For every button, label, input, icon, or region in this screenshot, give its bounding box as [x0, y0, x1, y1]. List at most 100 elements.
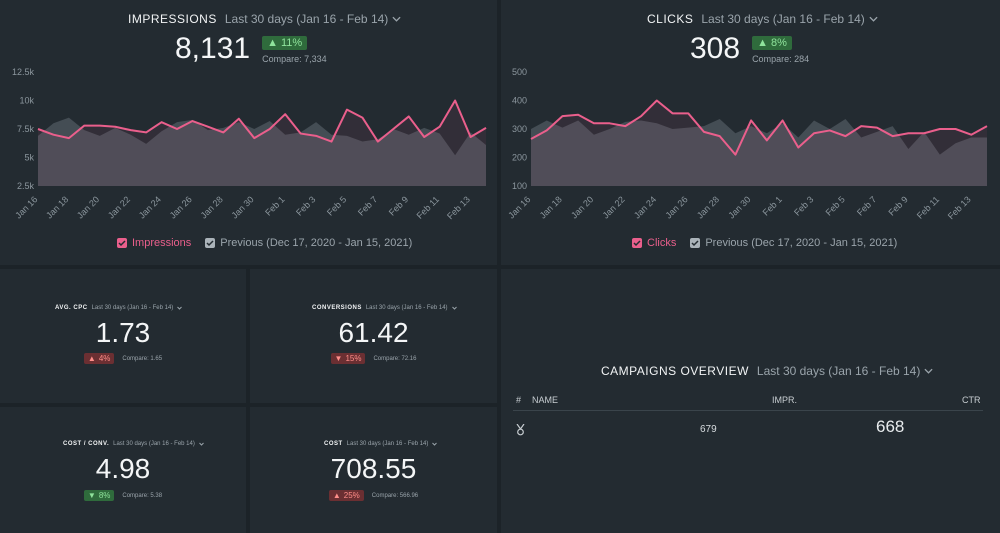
chevron-down-icon	[177, 306, 183, 310]
y-tick-label: 10k	[19, 96, 34, 106]
conversions-value: 61.42	[338, 317, 409, 348]
x-tick-label: Jan 28	[199, 194, 225, 220]
impressions-summary: 8,131 ▲ 11% Compare: 7,334	[175, 32, 327, 65]
x-tick-label: Feb 11	[915, 194, 941, 220]
legend-clicks[interactable]: Clicks	[632, 237, 676, 249]
conversions-header: CONVERSIONS Last 30 days (Jan 16 - Feb 1…	[312, 305, 457, 311]
conversions-period-label: Last 30 days (Jan 16 - Feb 14)	[365, 305, 448, 311]
clicks-period-dropdown[interactable]: Last 30 days (Jan 16 - Feb 14)	[701, 12, 878, 26]
legend-impressions-label: Impressions	[132, 237, 192, 249]
row-ctr: 668	[876, 417, 905, 436]
cost-period-dropdown[interactable]: Last 30 days (Jan 16 - Feb 14)	[347, 441, 438, 447]
x-tick-label: Jan 26	[663, 194, 689, 220]
chevron-down-icon	[198, 442, 204, 446]
conversions-title: CONVERSIONS	[312, 305, 362, 311]
x-tick-label: Feb 7	[356, 194, 379, 217]
y-tick-label: 7.5k	[17, 124, 35, 134]
y-tick-label: 5k	[24, 153, 34, 163]
x-tick-label: Feb 5	[325, 194, 348, 217]
cost-compare: Compare: 566.96	[371, 492, 419, 499]
impressions-delta-badge: ▲ 11%	[262, 36, 308, 50]
legend-previous[interactable]: Previous (Dec 17, 2020 - Jan 15, 2021)	[690, 237, 897, 249]
avg-cpc-title: AVG. CPC	[55, 305, 88, 311]
clicks-compare: Compare: 284	[752, 54, 810, 64]
impressions-delta: 11%	[280, 37, 303, 49]
checkbox-checked-icon	[690, 238, 701, 248]
impressions-value: 8,131	[175, 32, 251, 65]
avg-cpc-compare: Compare: 1.65	[122, 355, 163, 362]
cost-title: COST	[324, 441, 343, 447]
previous-series-area	[38, 117, 486, 186]
x-tick-label: Feb 1	[761, 194, 784, 217]
chevron-down-icon	[451, 306, 457, 310]
x-tick-label: Jan 28	[695, 194, 721, 220]
cost-conv-delta-badge: ▼ 8%	[83, 490, 115, 501]
current-series-fill	[531, 100, 987, 186]
legend-impressions[interactable]: Impressions	[117, 237, 191, 249]
x-tick-label: Jan 24	[137, 194, 163, 220]
arrow-up-icon: ▲	[332, 491, 341, 500]
clicks-delta: 8%	[770, 37, 787, 49]
cost-conv-period-label: Last 30 days (Jan 16 - Feb 14)	[113, 441, 195, 447]
y-tick-label: 400	[512, 96, 527, 106]
legend-previous-label: Previous (Dec 17, 2020 - Jan 15, 2021)	[220, 237, 413, 249]
arrow-up-icon: ▲	[87, 354, 96, 363]
x-tick-label: Feb 13	[946, 194, 973, 221]
clicks-header: CLICKS Last 30 days (Jan 16 - Feb 14)	[647, 12, 878, 26]
clicks-title: CLICKS	[647, 12, 694, 26]
x-tick-label: Feb 3	[294, 194, 317, 217]
avg-cpc-delta-row: ▲ 4% Compare: 1.65	[0, 353, 246, 364]
chevron-down-icon	[432, 442, 438, 446]
col-ctr[interactable]: CTR	[962, 395, 981, 405]
medal-icon	[516, 424, 525, 436]
x-tick-label: Feb 5	[824, 194, 847, 217]
cost-conv-panel: COST / CONV. Last 30 days (Jan 16 - Feb …	[0, 407, 246, 533]
avg-cpc-period-dropdown[interactable]: Last 30 days (Jan 16 - Feb 14)	[92, 305, 183, 311]
cost-value: 708.55	[330, 453, 417, 484]
col-name[interactable]: NAME	[532, 395, 559, 405]
x-tick-label: Feb 13	[445, 194, 472, 221]
campaigns-title: CAMPAIGNS OVERVIEW	[601, 364, 749, 378]
table-divider	[513, 410, 983, 411]
y-tick-label: 12.5k	[12, 67, 35, 77]
cost-delta: 25%	[343, 491, 360, 500]
x-tick-label: Feb 3	[792, 194, 815, 217]
conversions-period-dropdown[interactable]: Last 30 days (Jan 16 - Feb 14)	[366, 305, 457, 311]
arrow-up-icon: ▲	[757, 37, 768, 49]
table-row[interactable]: 679 668	[513, 415, 983, 439]
cost-conv-title: COST / CONV.	[63, 441, 110, 447]
impressions-panel: IMPRESSIONS Last 30 days (Jan 16 - Feb 1…	[0, 0, 497, 265]
campaigns-period-label: Last 30 days (Jan 16 - Feb 14)	[756, 364, 921, 378]
y-tick-label: 100	[512, 181, 527, 191]
campaigns-panel: CAMPAIGNS OVERVIEW Last 30 days (Jan 16 …	[501, 269, 1000, 533]
cost-panel: COST Last 30 days (Jan 16 - Feb 14) 708.…	[250, 407, 497, 533]
cost-period-label: Last 30 days (Jan 16 - Feb 14)	[346, 441, 429, 447]
conversions-delta: 15%	[345, 354, 362, 363]
impressions-header: IMPRESSIONS Last 30 days (Jan 16 - Feb 1…	[128, 12, 401, 26]
previous-series-area	[531, 119, 987, 186]
current-series-fill	[38, 100, 486, 186]
x-tick-label: Jan 22	[601, 194, 627, 220]
cost-conv-header: COST / CONV. Last 30 days (Jan 16 - Feb …	[63, 441, 204, 447]
impressions-period-dropdown[interactable]: Last 30 days (Jan 16 - Feb 14)	[225, 12, 401, 26]
x-tick-label: Jan 26	[168, 194, 194, 220]
clicks-delta-badge: ▲ 8%	[752, 36, 792, 50]
campaigns-header: CAMPAIGNS OVERVIEW Last 30 days (Jan 16 …	[601, 364, 933, 378]
clicks-legend: Clicks Previous (Dec 17, 2020 - Jan 15, …	[632, 237, 897, 249]
y-tick-label: 300	[512, 124, 527, 134]
y-tick-label: 200	[512, 153, 527, 163]
x-tick-label: Feb 11	[415, 194, 441, 220]
checkbox-checked-icon	[205, 238, 216, 248]
row-impr: 679	[700, 424, 717, 435]
clicks-summary: 308 ▲ 8% Compare: 284	[690, 34, 810, 65]
cost-conv-compare: Compare: 5.38	[122, 492, 163, 499]
chevron-down-icon	[392, 16, 401, 22]
conversions-delta-badge: ▼ 15%	[330, 353, 366, 364]
campaigns-period-dropdown[interactable]: Last 30 days (Jan 16 - Feb 14)	[757, 364, 933, 378]
cost-conv-period-dropdown[interactable]: Last 30 days (Jan 16 - Feb 14)	[113, 441, 204, 447]
checkbox-checked-icon	[632, 238, 642, 248]
legend-previous[interactable]: Previous (Dec 17, 2020 - Jan 15, 2021)	[205, 237, 412, 249]
chevron-down-icon	[924, 368, 933, 374]
col-impr[interactable]: IMPR.	[772, 395, 798, 405]
